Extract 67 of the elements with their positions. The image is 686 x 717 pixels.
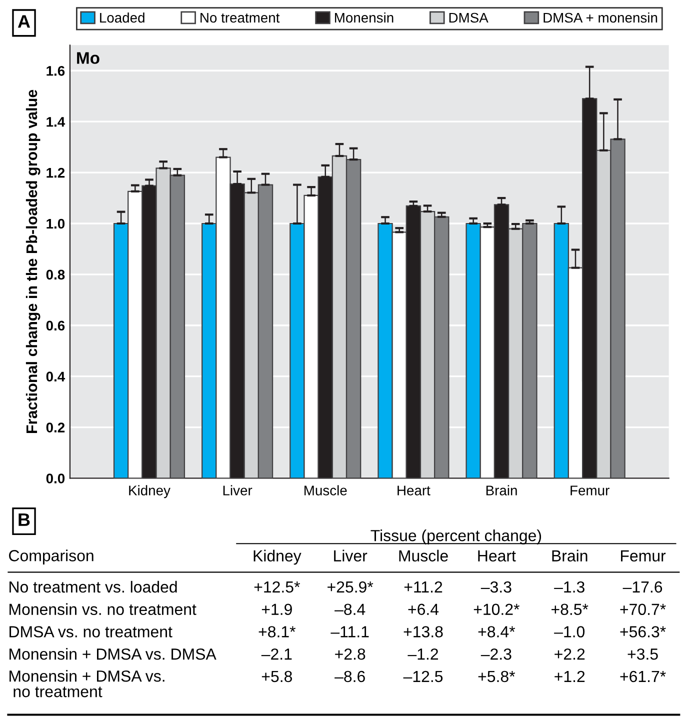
y-tick-label: 1.0 [46, 218, 65, 229]
x-tick-label: Femur [570, 486, 610, 496]
category-label: Monensin vs. no treatment [10, 603, 196, 616]
text: +11.2 [404, 581, 442, 592]
y-tick-label: 0.6 [46, 320, 65, 331]
category-label: Muscle [399, 550, 448, 562]
category-label: Liver [334, 550, 368, 562]
text: +12.5* [254, 581, 300, 593]
legend-label: DMSA [449, 12, 488, 23]
y-tick-label: 0.4 [46, 372, 66, 382]
text: +70.7* [620, 604, 666, 616]
text: Comparison [9, 550, 94, 564]
text: +8.1* [258, 626, 296, 638]
category-label: Heart [478, 550, 516, 562]
text: –1.3 [554, 581, 584, 593]
text: +5.8* [478, 670, 516, 682]
annotation: Mo [77, 52, 100, 64]
y-tick-label: 1.2 [46, 168, 65, 178]
y-tick-label: 1.4 [46, 117, 66, 127]
text: +2.2 [554, 648, 585, 660]
y-axis-title: Fractional change in the Pb-loaded group value [26, 90, 40, 433]
y-tick-label: 0.0 [46, 474, 65, 484]
category-label: Monensin + DMSA vs. DMSA [10, 648, 216, 660]
legend-label: DMSA + monensin [544, 12, 658, 23]
legend-label: Loaded [100, 12, 144, 23]
text: –3.3 [480, 581, 512, 593]
category-label: Brain [552, 550, 588, 562]
y-tick-label: 1.6 [46, 66, 65, 76]
text: +8.5* [552, 604, 588, 616]
text: –1.2 [408, 648, 438, 660]
category-label: DMSA vs. no treatment [10, 626, 172, 638]
text: Tissue (percent change) [370, 530, 542, 544]
text: +2.8 [335, 648, 366, 660]
category-label: No treatment vs. loaded [10, 580, 177, 593]
category-label: Kidney [254, 550, 302, 565]
text: –17.6 [622, 581, 662, 593]
text: –12.5 [403, 670, 443, 682]
y-tick-label: 0.2 [46, 422, 65, 432]
text: +10.2* [474, 604, 520, 616]
text: A [18, 15, 30, 28]
legend-label: No treatment [200, 12, 280, 23]
y-tick-label: 0.8 [46, 270, 65, 280]
text: +8.4* [478, 626, 516, 638]
text: +3.5 [628, 648, 658, 660]
category-label: Monensin + DMSA vs. no treatment [10, 670, 164, 698]
text: +13.8 [404, 626, 443, 638]
text: –11.1 [330, 626, 369, 638]
x-tick-label: Brain [486, 485, 517, 496]
text: +1.2 [554, 670, 585, 682]
x-tick-label: Muscle [304, 485, 347, 496]
x-tick-label: Kidney [129, 485, 170, 498]
text: –2.3 [480, 648, 512, 660]
text: –2.1 [261, 648, 292, 660]
category-label: Femur [621, 550, 666, 562]
text: –8.6 [334, 670, 365, 682]
text: +5.8 [262, 670, 292, 682]
text: B [18, 514, 30, 526]
x-tick-label: Liver [223, 485, 252, 496]
text: +6.4 [408, 604, 439, 616]
text: +1.9 [262, 604, 292, 616]
text: –8.4 [334, 604, 366, 616]
text: –1.0 [554, 626, 585, 638]
text: +56.3* [620, 626, 666, 638]
legend-label: Monensin [335, 12, 394, 23]
x-tick-label: Heart [398, 486, 430, 496]
text: +25.9* [328, 581, 374, 593]
text: +61.7* [620, 670, 666, 682]
